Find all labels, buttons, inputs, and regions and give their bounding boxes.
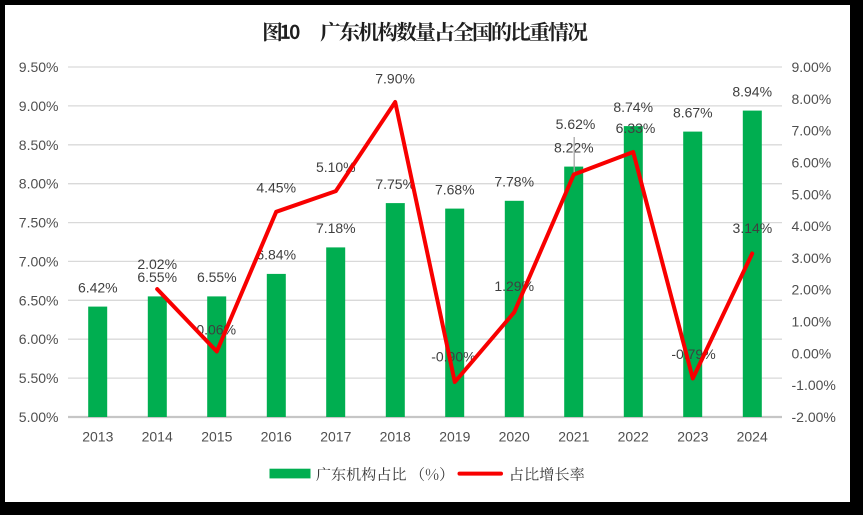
- svg-text:3.00%: 3.00%: [792, 250, 832, 266]
- svg-text:-2.00%: -2.00%: [792, 409, 836, 425]
- svg-text:6.00%: 6.00%: [19, 331, 59, 347]
- svg-text:-1.00%: -1.00%: [792, 377, 836, 393]
- svg-text:2.00%: 2.00%: [792, 282, 832, 298]
- svg-text:1.00%: 1.00%: [792, 314, 832, 330]
- svg-text:6.42%: 6.42%: [78, 279, 118, 295]
- svg-text:8.94%: 8.94%: [732, 83, 772, 99]
- svg-text:8.00%: 8.00%: [792, 91, 832, 107]
- svg-text:8.67%: 8.67%: [673, 104, 713, 120]
- svg-text:2017: 2017: [320, 429, 351, 445]
- svg-text:6.84%: 6.84%: [256, 247, 296, 263]
- svg-text:6.55%: 6.55%: [197, 269, 237, 285]
- svg-text:0.00%: 0.00%: [792, 345, 832, 361]
- svg-text:2018: 2018: [380, 429, 411, 445]
- svg-text:8.74%: 8.74%: [613, 99, 653, 115]
- svg-text:9.00%: 9.00%: [19, 98, 59, 114]
- svg-text:7.75%: 7.75%: [375, 176, 415, 192]
- svg-text:2022: 2022: [618, 429, 649, 445]
- svg-text:7.18%: 7.18%: [316, 220, 356, 236]
- svg-text:6.50%: 6.50%: [19, 292, 59, 308]
- svg-text:2024: 2024: [737, 429, 768, 445]
- svg-text:4.45%: 4.45%: [256, 179, 296, 195]
- svg-text:8.00%: 8.00%: [19, 176, 59, 192]
- svg-text:5.50%: 5.50%: [19, 370, 59, 386]
- svg-text:2021: 2021: [558, 429, 589, 445]
- svg-text:6.33%: 6.33%: [616, 120, 656, 136]
- svg-text:5.62%: 5.62%: [556, 116, 596, 132]
- svg-text:5.10%: 5.10%: [316, 159, 356, 175]
- svg-text:6.00%: 6.00%: [792, 155, 832, 171]
- svg-text:7.00%: 7.00%: [792, 123, 832, 139]
- svg-text:7.78%: 7.78%: [494, 174, 534, 190]
- svg-text:3.14%: 3.14%: [733, 220, 773, 236]
- svg-text:5.00%: 5.00%: [792, 186, 832, 202]
- svg-text:7.50%: 7.50%: [19, 215, 59, 231]
- svg-text:2013: 2013: [82, 429, 113, 445]
- svg-text:5.00%: 5.00%: [19, 409, 59, 425]
- svg-text:6.55%: 6.55%: [137, 269, 177, 285]
- svg-text:2023: 2023: [677, 429, 708, 445]
- svg-text:7.00%: 7.00%: [19, 253, 59, 269]
- svg-text:7.90%: 7.90%: [375, 71, 415, 87]
- svg-text:4.00%: 4.00%: [792, 218, 832, 234]
- svg-text:-0.90%: -0.90%: [431, 349, 475, 365]
- svg-text:2019: 2019: [439, 429, 470, 445]
- svg-text:7.68%: 7.68%: [435, 181, 475, 197]
- svg-text:2014: 2014: [142, 429, 173, 445]
- svg-text:2016: 2016: [261, 429, 292, 445]
- svg-text:2015: 2015: [201, 429, 232, 445]
- svg-text:2.02%: 2.02%: [137, 256, 177, 272]
- svg-text:2020: 2020: [499, 429, 530, 445]
- svg-text:9.50%: 9.50%: [19, 59, 59, 75]
- svg-text:8.50%: 8.50%: [19, 137, 59, 153]
- svg-text:9.00%: 9.00%: [792, 59, 832, 75]
